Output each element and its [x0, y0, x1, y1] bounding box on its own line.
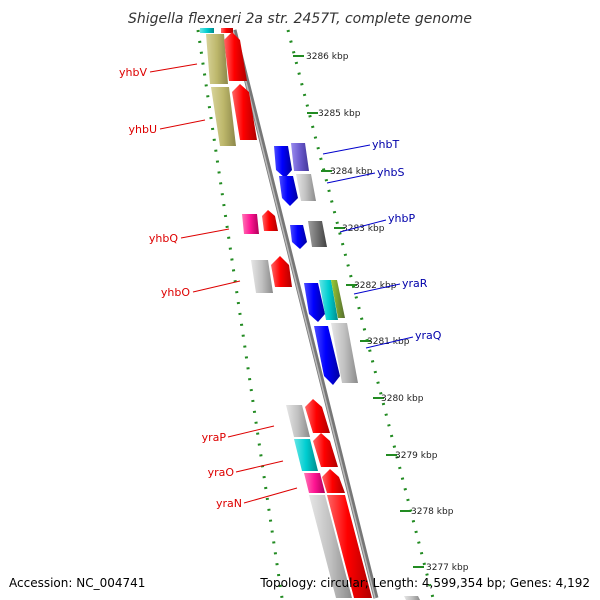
- gene-label-yhbT[interactable]: yhbT: [372, 138, 399, 151]
- scale-label: 3283 kbp: [342, 224, 385, 234]
- left-boundary-line: [196, 29, 284, 599]
- forward-strand-genes: [200, 28, 420, 600]
- gene-partial[interactable]: [221, 28, 233, 33]
- gene-yhbS[interactable]: [279, 176, 298, 206]
- gene-yraR[interactable]: [304, 283, 325, 322]
- gene-yhbP[interactable]: [290, 225, 307, 249]
- scale-label: 3285 kbp: [318, 109, 361, 119]
- right-label-leaders: [322, 144, 414, 349]
- gene-label-yraN[interactable]: yraN: [216, 497, 242, 510]
- backbone-highlight: [232, 29, 376, 599]
- gene-yraQ-partner[interactable]: [331, 323, 358, 383]
- gene-label-yhbU[interactable]: yhbU: [128, 123, 157, 136]
- scale-label: 3284 kbp: [330, 167, 373, 177]
- gene-yhbT-partner[interactable]: [291, 143, 309, 171]
- scale-label: 3278 kbp: [411, 507, 454, 517]
- gene-partial[interactable]: [200, 28, 214, 33]
- gene-yraP-partner[interactable]: [305, 399, 330, 433]
- gene-yhbT[interactable]: [274, 146, 292, 178]
- gene-yhbV[interactable]: [206, 34, 228, 84]
- gene-label-yraP[interactable]: yraP: [202, 431, 227, 444]
- reverse-strand-genes: [274, 143, 358, 385]
- gene-label-yhbS[interactable]: yhbS: [377, 166, 404, 179]
- page-title: Shigella flexneri 2a str. 2457T, complet…: [128, 11, 472, 27]
- gene-yraQ[interactable]: [314, 326, 340, 385]
- scale-label: 3279 kbp: [395, 451, 438, 461]
- genome-backbone: [231, 29, 379, 599]
- gene-yraO-partner[interactable]: [313, 433, 338, 467]
- gene-yraN[interactable]: [304, 473, 325, 493]
- gene-yhbO[interactable]: [251, 260, 273, 293]
- gene-yhbV-partner[interactable]: [224, 32, 247, 81]
- accession-text: Accession: NC_004741: [9, 576, 145, 590]
- gene-yraN-partner[interactable]: [322, 469, 345, 493]
- gene-yraR-partner[interactable]: [319, 280, 338, 320]
- gene-yraO[interactable]: [294, 439, 318, 471]
- scale-label: 3280 kbp: [381, 394, 424, 404]
- gene-label-yhbQ[interactable]: yhbQ: [149, 232, 178, 245]
- gene-yhbS-partner[interactable]: [296, 174, 316, 201]
- topology-text: Topology: circular; Length: 4,599,354 bp…: [259, 576, 590, 590]
- gene-yraR-small[interactable]: [331, 280, 345, 318]
- gene-long-red[interactable]: [327, 495, 372, 598]
- gene-yraP[interactable]: [286, 405, 310, 437]
- gene-yhbO-partner[interactable]: [271, 256, 292, 287]
- gene-partial-bottom[interactable]: [404, 596, 420, 600]
- left-label-leaders: [149, 63, 298, 504]
- scale-label: 3281 kbp: [367, 337, 410, 347]
- scale-ticks: [293, 55, 424, 568]
- gene-label-yraO[interactable]: yraO: [208, 466, 235, 479]
- scale-label: 3277 kbp: [426, 563, 469, 573]
- gene-label-yhbP[interactable]: yhbP: [388, 212, 415, 225]
- gene-label-yraR[interactable]: yraR: [402, 277, 428, 290]
- gene-label-yraQ[interactable]: yraQ: [415, 329, 442, 342]
- gene-label-yhbO[interactable]: yhbO: [161, 286, 190, 299]
- gene-long-gray[interactable]: [309, 495, 352, 598]
- gene-yhbQ-partner[interactable]: [262, 210, 278, 231]
- scale-label: 3282 kbp: [354, 281, 397, 291]
- gene-yhbU[interactable]: [211, 87, 236, 146]
- gene-yhbP-partner[interactable]: [308, 221, 327, 247]
- gene-yhbQ[interactable]: [242, 214, 259, 234]
- gene-label-yhbV[interactable]: yhbV: [119, 66, 147, 79]
- scale-label: 3286 kbp: [306, 52, 349, 62]
- gene-yhbU-partner[interactable]: [232, 84, 257, 140]
